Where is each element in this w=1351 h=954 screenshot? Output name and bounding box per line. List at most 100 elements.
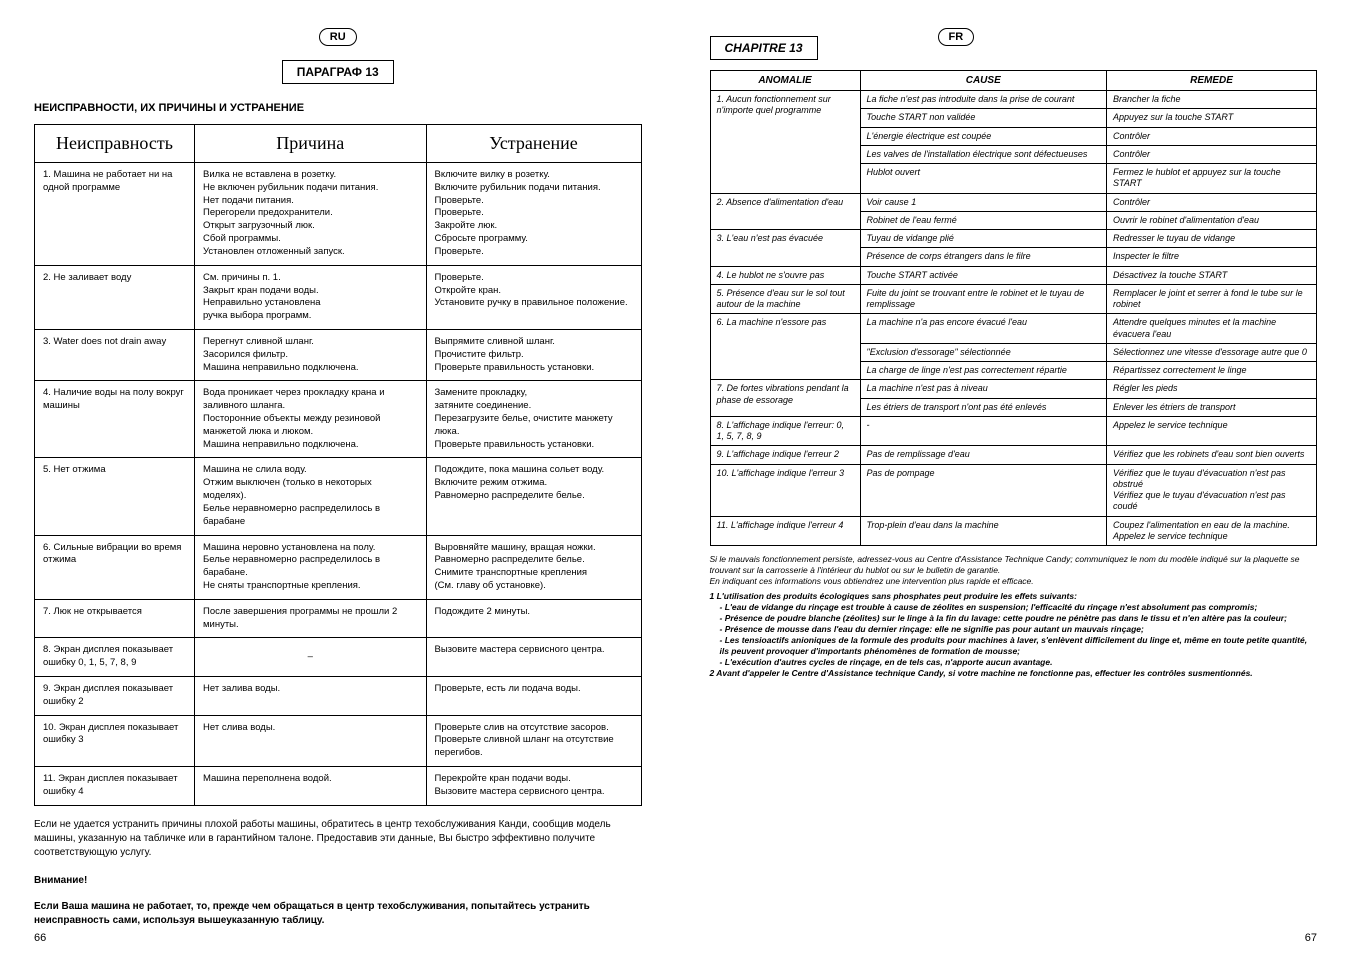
ru-cell-remedy: Выровняйте машину, вращая ножки. Равноме… [426, 535, 641, 599]
ru-th-1: Неисправность [35, 125, 195, 163]
fr-cell-cause: Présence de corps étrangers dans le filr… [860, 248, 1107, 266]
ru-cell-cause: – [195, 638, 427, 677]
fr-cell-cause: La machine n'a pas encore évacué l'eau [860, 314, 1107, 344]
ru-cell-fault: 10. Экран дисплея показывает ошибку 3 [35, 715, 195, 766]
fr-cell-remede: Appelez le service technique [1107, 416, 1317, 446]
ru-cell-cause: Вода проникает через прокладку крана и з… [195, 381, 427, 458]
ru-cell-remedy: Замените прокладку, затяните соединение.… [426, 381, 641, 458]
chapter-box-ru: ПАРАГРАФ 13 [282, 60, 394, 84]
ru-cell-cause: Машина неровно установлена на полу. Бель… [195, 535, 427, 599]
fr-cell-remede: Enlever les étriers de transport [1107, 398, 1317, 416]
fr-cell-anomalie: 4. Le hublot ne s'ouvre pas [710, 266, 860, 284]
fr-cell-remede: Vérifiez que le tuyau d'évacuation n'est… [1107, 464, 1317, 516]
ru-cell-remedy: Перекройте кран подачи воды. Вызовите ма… [426, 767, 641, 806]
fr-cell-cause: "Exclusion d'essorage" sélectionnée [860, 343, 1107, 361]
ru-cell-cause: Машина переполнена водой. [195, 767, 427, 806]
fr-cell-cause: La fiche n'est pas introduite dans la pr… [860, 91, 1107, 109]
header-fr: CHAPITRE 13 FR [710, 28, 1318, 60]
fr-cell-anomalie: 5. Présence d'eau sur le sol tout autour… [710, 284, 860, 314]
fr-cell-anomalie: 7. De fortes vibrations pendant la phase… [710, 380, 860, 417]
fr-cell-anomalie: 2. Absence d'alimentation d'eau [710, 193, 860, 230]
ru-cell-cause: Вилка не вставлена в розетку. Не включен… [195, 163, 427, 266]
fr-cell-cause: Trop-plein d'eau dans la machine [860, 516, 1107, 546]
ru-cell-remedy: Подождите 2 минуты. [426, 599, 641, 638]
ru-note-2-title: Внимание! [34, 874, 642, 888]
fr-cell-remede: Fermez le hublot et appuyez sur la touch… [1107, 164, 1317, 194]
fr-table: ANOMALIE CAUSE REMEDE 1. Aucun fonctionn… [710, 70, 1318, 546]
fr-cell-cause: Touche START activée [860, 266, 1107, 284]
fr-cell-cause: Les valves de l'installation électrique … [860, 145, 1107, 163]
lang-badge-fr: FR [938, 28, 975, 46]
fr-cell-remede: Sélectionnez une vitesse d'essorage autr… [1107, 343, 1317, 361]
fr-cell-cause: Pas de pompage [860, 464, 1107, 516]
ru-cell-cause: Машина не слила воду. Отжим выключен (то… [195, 458, 427, 535]
fr-footnote: Si le mauvais fonctionnement persiste, a… [710, 554, 1318, 680]
page-num-left: 66 [34, 932, 46, 944]
ru-note-1: Если не удается устранить причины плохой… [34, 818, 642, 860]
fr-cell-remede: Contrôler [1107, 193, 1317, 211]
fr-cell-anomalie: 10. L'affichage indique l'erreur 3 [710, 464, 860, 516]
ru-cell-remedy: Выпрямите сливной шланг. Прочистите филь… [426, 329, 641, 380]
fr-cell-remede: Ouvrir le robinet d'alimentation d'eau [1107, 211, 1317, 229]
ru-cell-fault: 11. Экран дисплея показывает ошибку 4 [35, 767, 195, 806]
ru-cell-remedy: Подождите, пока машина сольет воду. Вклю… [426, 458, 641, 535]
ru-cell-fault: 5. Нет отжима [35, 458, 195, 535]
fr-cell-remede: Coupez l'alimentation en eau de la machi… [1107, 516, 1317, 546]
fr-cell-anomalie: 6. La machine n'essore pas [710, 314, 860, 380]
ru-cell-fault: 6. Сильные вибрации во время отжима [35, 535, 195, 599]
ru-cell-remedy: Проверьте, есть ли подача воды. [426, 677, 641, 716]
header-ru: RU ПАРАГРАФ 13 [34, 28, 642, 84]
fr-cell-anomalie: 11. L'affichage indique l'erreur 4 [710, 516, 860, 546]
ru-cell-cause: Нет залива воды. [195, 677, 427, 716]
ru-cell-remedy: Проверьте. Откройте кран. Установите руч… [426, 265, 641, 329]
fr-cell-cause: Voir cause 1 [860, 193, 1107, 211]
ru-cell-remedy: Включите вилку в розетку. Включите рубил… [426, 163, 641, 266]
fr-cell-remede: Brancher la fiche [1107, 91, 1317, 109]
ru-cell-fault: 7. Люк не открывается [35, 599, 195, 638]
fr-cell-anomalie: 3. L'eau n'est pas évacuée [710, 230, 860, 267]
chapter-box-fr: CHAPITRE 13 [710, 36, 818, 60]
fr-cell-cause: Robinet de l'eau fermé [860, 211, 1107, 229]
ru-note-2: Если Ваша машина не работает, то, прежде… [34, 900, 642, 928]
fr-th-3: REMEDE [1107, 71, 1317, 91]
fr-th-1: ANOMALIE [710, 71, 860, 91]
lang-badge-ru: RU [319, 28, 357, 46]
fr-cell-cause: Touche START non validée [860, 109, 1107, 127]
ru-cell-cause: После завершения программы не прошли 2 м… [195, 599, 427, 638]
fr-cell-anomalie: 9. L'affichage indique l'erreur 2 [710, 446, 860, 464]
fr-cell-cause: - [860, 416, 1107, 446]
fr-cell-remede: Contrôler [1107, 145, 1317, 163]
ru-cell-fault: 9. Экран дисплея показывает ошибку 2 [35, 677, 195, 716]
fr-cell-remede: Répartissez correctement le linge [1107, 362, 1317, 380]
ru-th-2: Причина [195, 125, 427, 163]
ru-table: Неисправность Причина Устранение 1. Маши… [34, 124, 642, 806]
fr-cell-remede: Contrôler [1107, 127, 1317, 145]
ru-cell-cause: Нет слива воды. [195, 715, 427, 766]
ru-th-3: Устранение [426, 125, 641, 163]
fr-cell-cause: Tuyau de vidange plié [860, 230, 1107, 248]
fr-cell-cause: La machine n'est pas à niveau [860, 380, 1107, 398]
ru-cell-fault: 8. Экран дисплея показывает ошибку 0, 1,… [35, 638, 195, 677]
fr-cell-cause: Fuite du joint se trouvant entre le robi… [860, 284, 1107, 314]
fr-cell-anomalie: 1. Aucun fonctionnement sur n'importe qu… [710, 91, 860, 194]
fr-cell-remede: Régler les pieds [1107, 380, 1317, 398]
page-num-right: 67 [1305, 932, 1317, 944]
fr-cell-cause: Les étriers de transport n'ont pas été e… [860, 398, 1107, 416]
fr-cell-remede: Vérifiez que les robinets d'eau sont bie… [1107, 446, 1317, 464]
fr-cell-remede: Désactivez la touche START [1107, 266, 1317, 284]
fr-cell-anomalie: 8. L'affichage indique l'erreur: 0, 1, 5… [710, 416, 860, 446]
page-right: CHAPITRE 13 FR ANOMALIE CAUSE REMEDE 1. … [676, 0, 1351, 954]
fr-cell-cause: Pas de remplissage d'eau [860, 446, 1107, 464]
fr-cell-remede: Remplacer le joint et serrer à fond le t… [1107, 284, 1317, 314]
ru-cell-remedy: Вызовите мастера сервисного центра. [426, 638, 641, 677]
fr-cell-cause: La charge de linge n'est pas correctemen… [860, 362, 1107, 380]
fr-cell-remede: Appuyez sur la touche START [1107, 109, 1317, 127]
ru-cell-cause: См. причины п. 1. Закрыт кран подачи вод… [195, 265, 427, 329]
ru-cell-fault: 1. Машина не работает ни на одной програ… [35, 163, 195, 266]
ru-cell-fault: 2. Не заливает воду [35, 265, 195, 329]
ru-cell-remedy: Проверьте слив на отсутствие засоров. Пр… [426, 715, 641, 766]
page-left: RU ПАРАГРАФ 13 НЕИСПРАВНОСТИ, ИХ ПРИЧИНЫ… [0, 0, 676, 954]
section-title-ru: НЕИСПРАВНОСТИ, ИХ ПРИЧИНЫ И УСТРАНЕНИЕ [34, 102, 642, 114]
fr-cell-remede: Attendre quelques minutes et la machine … [1107, 314, 1317, 344]
ru-cell-cause: Перегнут сливной шланг. Засорился фильтр… [195, 329, 427, 380]
